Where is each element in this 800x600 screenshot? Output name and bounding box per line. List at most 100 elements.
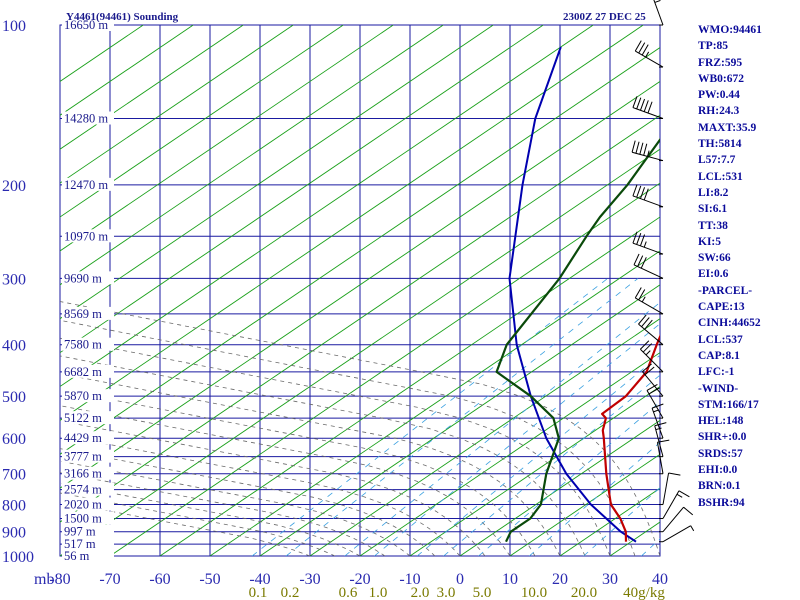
height-label-bg [62, 482, 114, 496]
wind-barb-feather [642, 343, 653, 353]
wind-barb-staff [632, 195, 664, 208]
wind-barb [640, 340, 664, 373]
height-label: 1500 m [64, 512, 102, 526]
wind-barb-feather [643, 100, 649, 112]
isotherm-line [309, 318, 660, 556]
index-item: LCL:537 [698, 333, 743, 346]
index-item: SRDS:57 [698, 447, 743, 460]
wind-barb [659, 472, 681, 506]
index-item: MAXT:35.9 [698, 121, 757, 134]
moist-adiabat-line [60, 501, 311, 556]
wind-barb [659, 525, 695, 543]
mixing-ratio-line [251, 278, 608, 556]
index-item: RH:24.3 [698, 105, 740, 118]
height-label: 9690 m [64, 271, 102, 285]
wind-barb [632, 96, 664, 120]
isotherm-line [60, 25, 594, 388]
temp-tick-label: 30 [602, 571, 618, 588]
height-label: 2020 m [64, 498, 102, 512]
wind-barb-feather [641, 44, 649, 56]
wind-barb-feather [643, 188, 649, 201]
wind-barb-feather [641, 317, 650, 328]
temp-tick-label: -80 [49, 571, 70, 588]
chart-time: 2300Z 27 DEC 25 [563, 11, 646, 23]
isotherm-line [60, 25, 644, 421]
wind-barb-feather [642, 363, 652, 373]
temp-tick-label: -70 [99, 571, 120, 588]
wind-barb [634, 40, 664, 68]
wind-barb-feather [639, 187, 646, 199]
wind-barb-staff [653, 0, 664, 26]
wind-barb-feather [646, 383, 658, 391]
wind-barb [632, 231, 664, 255]
wind-barb-feather [644, 366, 655, 376]
mixing-ratio-label: 40g/kg [623, 585, 665, 600]
isotherm-line [60, 25, 294, 184]
isotherm-line [760, 25, 800, 556]
height-label-bg [62, 524, 114, 538]
temperature-trace [600, 333, 660, 542]
moist-adiabat-line [60, 355, 586, 556]
wind-barb-feather [641, 296, 646, 303]
isotherm-line [60, 25, 544, 354]
wind-barb [654, 422, 667, 458]
height-label-bg [62, 337, 114, 351]
wind-barb-feather [636, 97, 642, 110]
wind-barb [631, 140, 664, 162]
height-label-bg [62, 497, 114, 511]
height-label-bg [62, 549, 114, 562]
index-item: FRZ:595 [698, 56, 743, 69]
wind-barb-feather [631, 140, 636, 153]
wind-barb-feather [690, 525, 695, 532]
mixing-ratio-line [344, 301, 660, 556]
moist-adiabat-line [60, 492, 336, 556]
index-item: WB0:672 [698, 72, 744, 85]
height-label-bg [62, 364, 114, 378]
moist-adiabat-line [60, 434, 461, 556]
wind-barb-feather [633, 253, 640, 266]
index-item: BRN:0.1 [698, 480, 741, 493]
height-label: 8569 m [64, 307, 102, 321]
height-label: 16650 m [64, 18, 108, 32]
stability-indices-list: WMO:94461 TP:85 FRZ:595 WB0:672 PW:0.44 RH:24… [698, 22, 762, 511]
index-item: STM:166/17 [698, 398, 759, 411]
height-label: 3777 m [64, 450, 102, 464]
wind-barb [651, 403, 664, 439]
wind-barb-staff [646, 390, 664, 419]
moist-adiabat-line [60, 472, 386, 556]
wind-barb-feather [632, 231, 638, 244]
isotherm-line [259, 284, 660, 556]
wind-barb [638, 314, 664, 346]
wind-barb-feather [639, 234, 646, 247]
index-item: -WIND- [698, 382, 739, 395]
wind-barb-feather [645, 350, 651, 356]
index-item: KI:5 [698, 235, 721, 248]
height-label: 4429 m [64, 431, 102, 445]
moist-adiabat-line [60, 460, 411, 556]
isotherm-line [109, 182, 660, 556]
wind-barb-feather [636, 185, 642, 198]
index-item: CAP:8.1 [698, 349, 740, 362]
index-item: LI:8.2 [698, 186, 729, 199]
height-label: 997 m [64, 525, 96, 539]
height-label: 12470 m [64, 178, 108, 192]
height-label: 10970 m [64, 229, 108, 243]
height-label-bg [62, 18, 114, 31]
height-label: 56 m [64, 549, 90, 563]
wind-barb-staff [662, 472, 670, 505]
mixing-ratio-label: 3.0 [437, 585, 456, 600]
wind-barb-feather [640, 257, 647, 269]
mixing-ratio-label: 0.1 [249, 585, 268, 600]
isotherm-line [60, 25, 394, 252]
isotherm-line [60, 25, 244, 150]
height-label-bg [62, 511, 114, 525]
wind-barb-staff [662, 525, 691, 543]
isotherm-line [60, 25, 444, 286]
index-item: HEL:148 [698, 415, 744, 428]
pressure-tick-label: 600 [2, 431, 26, 448]
index-item: SI:6.1 [698, 203, 728, 216]
wind-barb-feather [654, 422, 667, 427]
pressure-tick-label: 900 [2, 525, 26, 542]
